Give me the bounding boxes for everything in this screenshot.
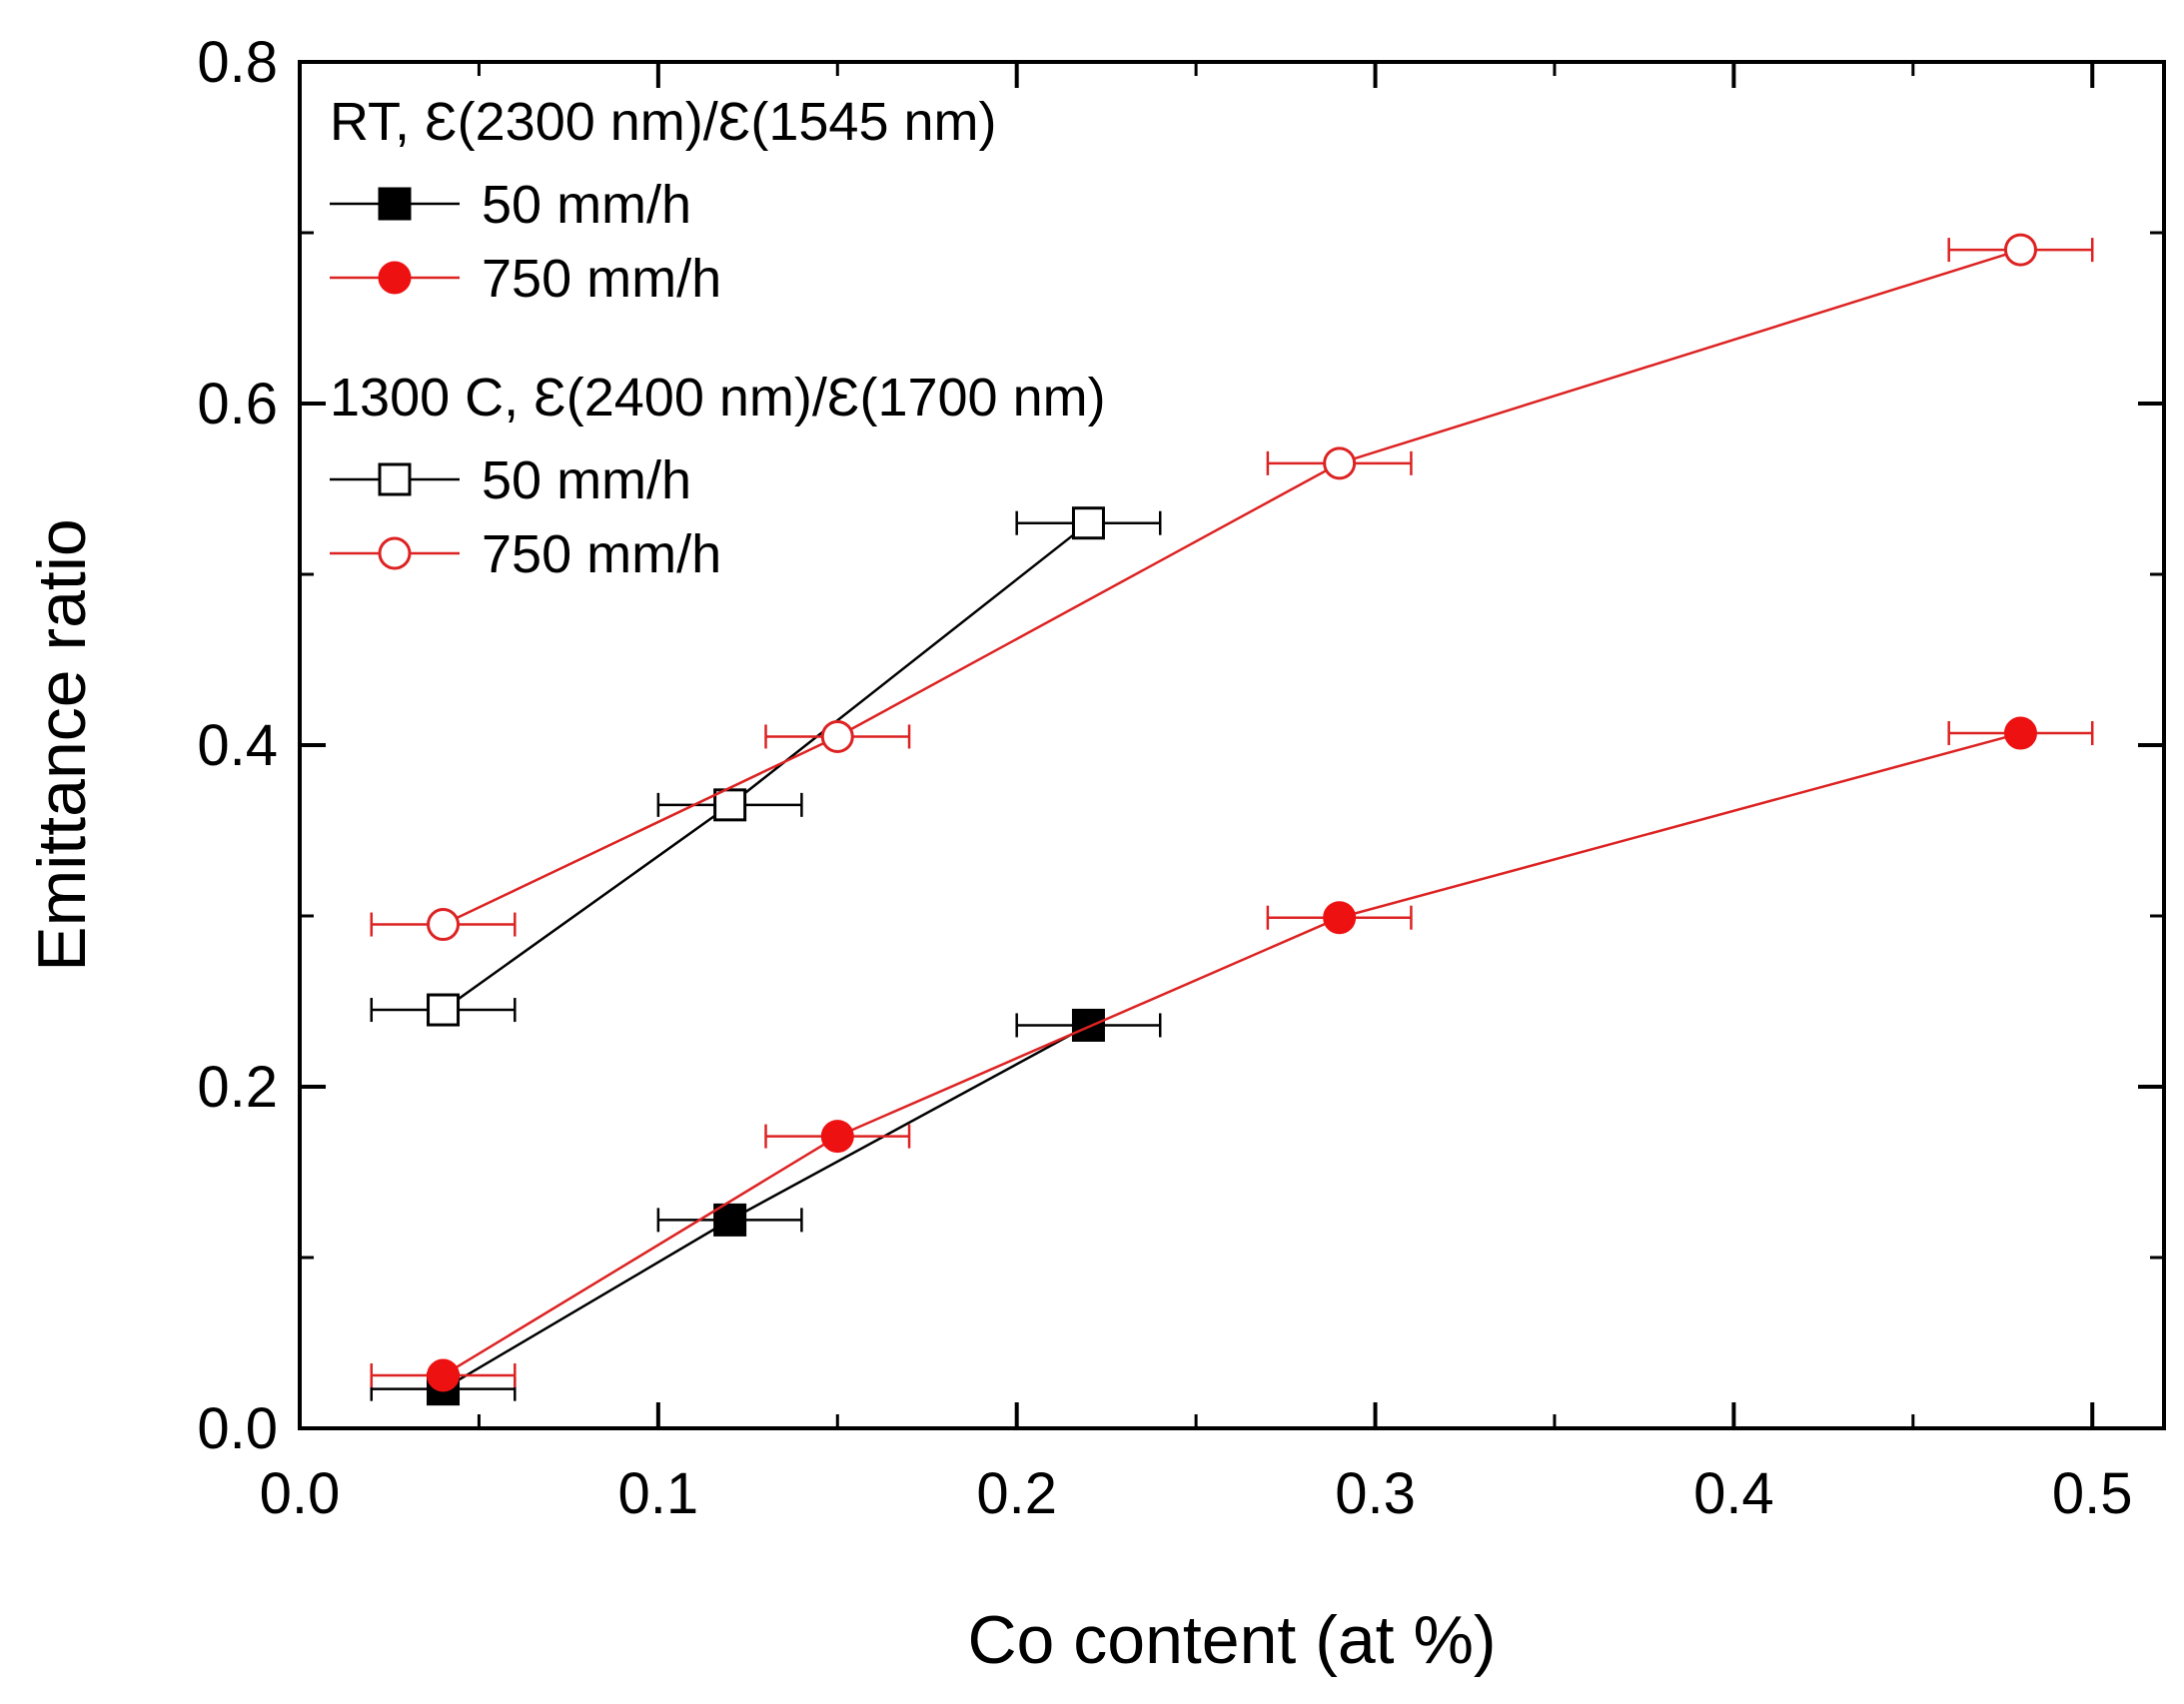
legend-marker (378, 187, 412, 221)
legend-entry: 50 mm/h (330, 450, 691, 510)
legend-label: 750 mm/h (482, 524, 721, 584)
legend-entry: 750 mm/h (330, 249, 721, 309)
series-3 (370, 233, 2094, 942)
data-point (713, 1203, 747, 1237)
series-0 (370, 1008, 1162, 1406)
y-tick-label: 0.2 (197, 1055, 278, 1120)
y-axis: 0.0 0.2 0.4 0.6 0.8 (197, 30, 2164, 1461)
legend-group-title: 1300 C, Ɛ(2400 nm)/Ɛ(1700 nm) (330, 368, 1106, 427)
x-tick-label: 0.3 (1335, 1461, 1416, 1526)
x-tick-label: 0.4 (1693, 1461, 1774, 1526)
y-tick-label: 0.6 (197, 372, 278, 436)
data-point (1071, 1008, 1105, 1042)
series-1 (370, 716, 2094, 1392)
data-point (2003, 233, 2037, 267)
series-line (442, 1024, 1090, 1390)
data-point (427, 993, 461, 1027)
data-point (427, 908, 461, 942)
legend-entry: 750 mm/h (330, 524, 721, 584)
y-tick-label: 0.4 (197, 713, 278, 778)
y-tick-label: 0.0 (197, 1396, 278, 1461)
data-point (820, 719, 854, 753)
legend-marker (378, 261, 412, 295)
data-point (1323, 446, 1357, 480)
series-layer (370, 233, 2094, 1406)
x-axis-title: Co content (at %) (967, 1602, 1496, 1678)
legend-label: 50 mm/h (482, 175, 691, 235)
data-point (1323, 901, 1357, 935)
x-tick-label: 0.1 (618, 1461, 699, 1526)
legend-label: 50 mm/h (482, 450, 691, 510)
data-point (2003, 716, 2037, 750)
legend-marker (378, 536, 412, 570)
data-point (427, 1358, 461, 1392)
x-tick-label: 0.0 (260, 1461, 341, 1526)
legend-group-title: RT, Ɛ(2300 nm)/Ɛ(1545 nm) (330, 92, 997, 152)
series-line (442, 731, 2021, 1377)
x-axis: 0.0 0.1 0.2 0.3 0.4 0.5 (260, 62, 2133, 1526)
x-tick-label: 0.5 (2052, 1461, 2133, 1526)
series-line (442, 521, 1090, 1012)
legend-entry: 50 mm/h (330, 175, 691, 235)
legend-marker (378, 462, 412, 496)
legend: RT, Ɛ(2300 nm)/Ɛ(1545 nm) 50 mm/h 750 mm/h… (330, 92, 1106, 584)
y-tick-label: 0.8 (197, 30, 278, 95)
series-line (443, 248, 2021, 926)
data-point (713, 788, 747, 822)
series-2 (370, 506, 1162, 1027)
y-axis-title: Emittance ratio (24, 518, 100, 972)
data-point (1071, 506, 1105, 540)
data-point (820, 1120, 854, 1154)
legend-label: 750 mm/h (482, 249, 721, 309)
x-tick-label: 0.2 (976, 1461, 1057, 1526)
